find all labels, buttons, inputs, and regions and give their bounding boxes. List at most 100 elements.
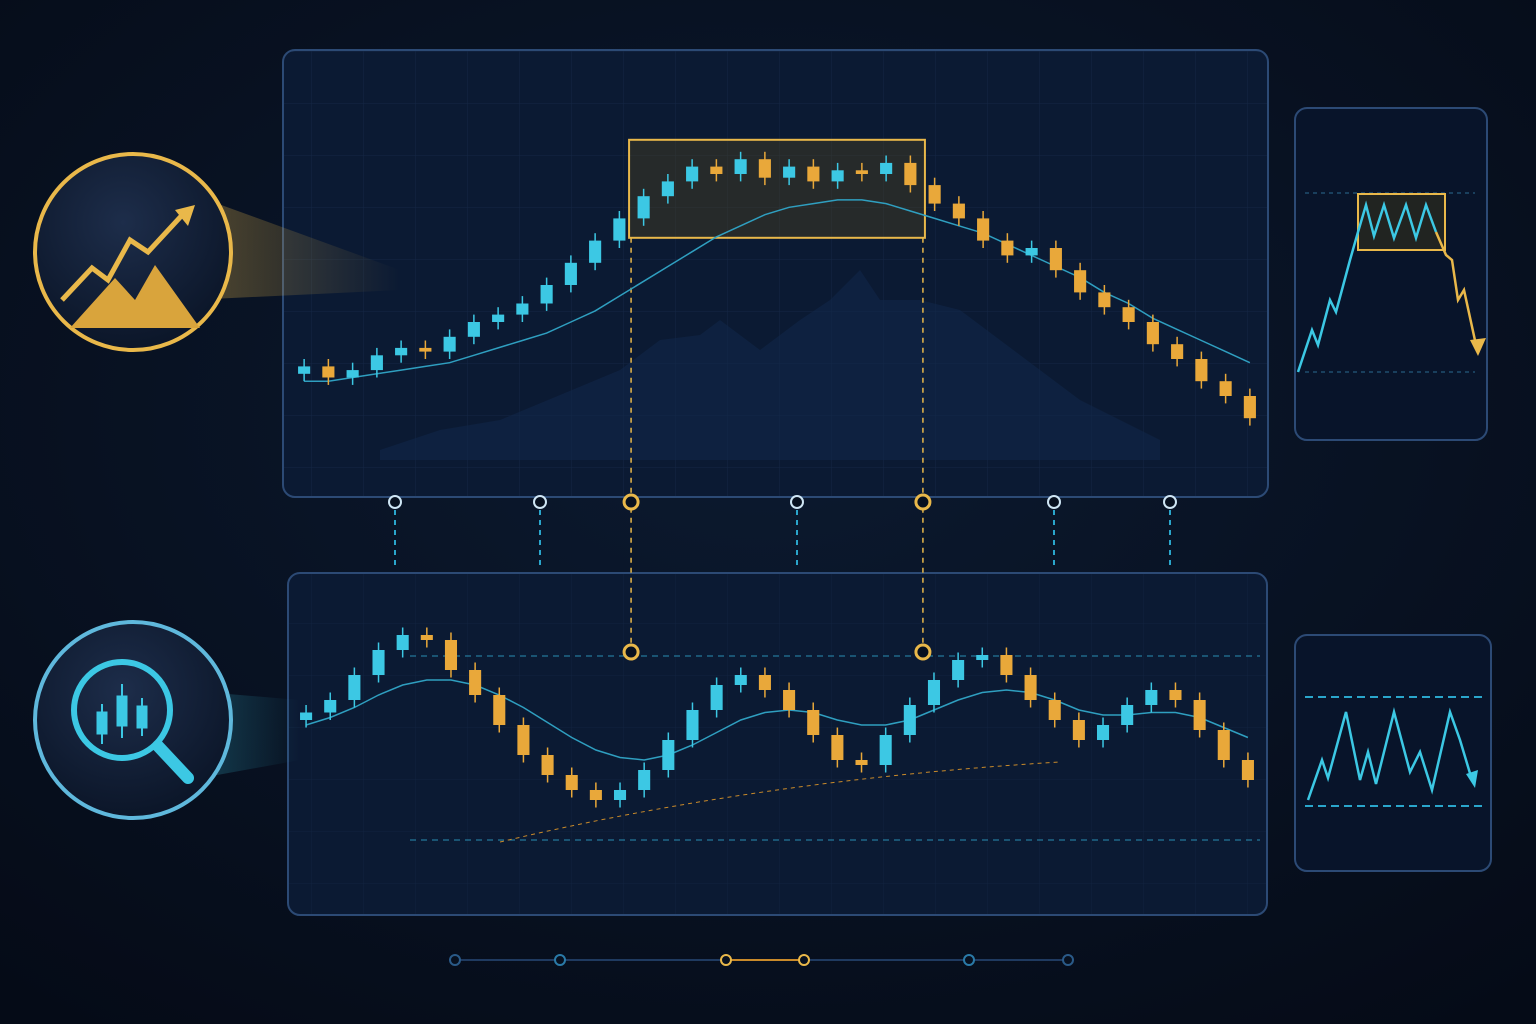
- growth-glyph: [60, 205, 200, 328]
- candle-body: [324, 700, 337, 713]
- candle-body: [419, 347, 432, 352]
- candle-body: [517, 725, 530, 755]
- candle-body: [976, 655, 989, 660]
- candle-body: [322, 366, 335, 378]
- candle-body: [637, 196, 650, 219]
- candle-body: [977, 218, 990, 241]
- candle-body: [855, 760, 868, 765]
- candle-body: [1072, 720, 1085, 740]
- candle-body: [807, 166, 820, 182]
- candle-body: [346, 370, 359, 378]
- candle-body: [686, 166, 699, 182]
- candle-body: [420, 635, 433, 640]
- candle-body: [541, 755, 554, 775]
- candle-body: [710, 166, 723, 174]
- candle-body: [661, 181, 674, 197]
- candle-body: [662, 740, 675, 770]
- candle-body: [807, 710, 820, 735]
- candle-body: [710, 685, 723, 710]
- candle-body: [1024, 675, 1037, 700]
- candle-body: [1122, 307, 1135, 322]
- candle-body: [880, 162, 893, 174]
- candle-body: [1241, 760, 1254, 780]
- mini-top-pattern: [1296, 192, 1486, 373]
- candle-body: [783, 166, 796, 178]
- candle-body: [396, 635, 409, 650]
- candle-body: [638, 770, 651, 790]
- candle-body: [298, 366, 311, 374]
- candle-body: [783, 690, 796, 710]
- candle-body: [686, 710, 699, 740]
- candle-body: [300, 712, 313, 720]
- candle-body: [492, 314, 505, 322]
- candle-body: [1146, 322, 1159, 345]
- candle-body: [952, 660, 965, 680]
- candle-body: [855, 170, 868, 174]
- candle-body: [1001, 240, 1014, 256]
- candle-body: [831, 735, 844, 760]
- moving-average: [304, 199, 1251, 382]
- candle-body: [1000, 655, 1013, 675]
- timeline: [449, 954, 1074, 966]
- candle-body: [734, 675, 747, 685]
- candle-body: [564, 262, 577, 285]
- candle-body: [1121, 705, 1134, 725]
- highlight-node: [622, 493, 640, 511]
- candle-body: [1219, 381, 1232, 396]
- analysis-icon: [33, 620, 233, 820]
- candle-body: [348, 675, 361, 700]
- candle-body: [831, 170, 844, 182]
- candle-body: [540, 285, 553, 304]
- candle-body: [565, 775, 578, 790]
- candle-body: [879, 735, 892, 765]
- highlight-box: [628, 138, 926, 239]
- candle-body: [952, 203, 965, 219]
- mini-panel: [1294, 634, 1492, 872]
- candle-body: [467, 322, 480, 337]
- candle-body: [372, 650, 385, 675]
- candle-body: [758, 675, 771, 690]
- trend-line: [499, 761, 1061, 843]
- candle-body: [928, 185, 941, 204]
- candle-body: [1098, 292, 1111, 308]
- candle-body: [1096, 725, 1110, 740]
- icon-beam: [180, 190, 400, 300]
- candle-body: [734, 159, 747, 174]
- candle-body: [1243, 396, 1256, 419]
- candle-body: [1169, 690, 1182, 700]
- candle-body: [469, 670, 482, 695]
- candle-body: [444, 640, 458, 670]
- candle-body: [370, 355, 383, 371]
- growth-icon: [33, 152, 233, 352]
- connectors: [388, 495, 1177, 570]
- plots: [298, 138, 1256, 808]
- candle-body: [613, 218, 626, 241]
- candle-body: [589, 790, 602, 800]
- candle-body: [1195, 359, 1208, 382]
- candle-body: [927, 680, 941, 705]
- candle-body: [1048, 700, 1061, 720]
- candle-body: [1217, 730, 1230, 760]
- candle-body: [904, 162, 917, 186]
- highlight-node: [914, 643, 932, 661]
- magnifier-glyph: [71, 659, 194, 784]
- candle-body: [1193, 700, 1206, 730]
- highlight-node: [914, 493, 932, 511]
- candle-body: [613, 790, 627, 800]
- mini-panel: [1294, 107, 1488, 441]
- highlight-node: [622, 643, 640, 661]
- candle-body: [589, 240, 602, 263]
- highlight-links: [622, 237, 932, 661]
- candle-body: [1074, 270, 1087, 293]
- candle-body: [903, 705, 916, 735]
- candle-body: [1145, 690, 1158, 705]
- candle-body: [516, 303, 529, 315]
- candle-body: [443, 336, 456, 352]
- moving-average: [305, 679, 1249, 761]
- candle-body: [758, 159, 771, 178]
- candle-body: [395, 347, 408, 356]
- mini-range-pattern: [1305, 696, 1485, 807]
- candle-body: [1049, 248, 1062, 271]
- volume-area: [380, 270, 1160, 460]
- candle-body: [1025, 248, 1038, 256]
